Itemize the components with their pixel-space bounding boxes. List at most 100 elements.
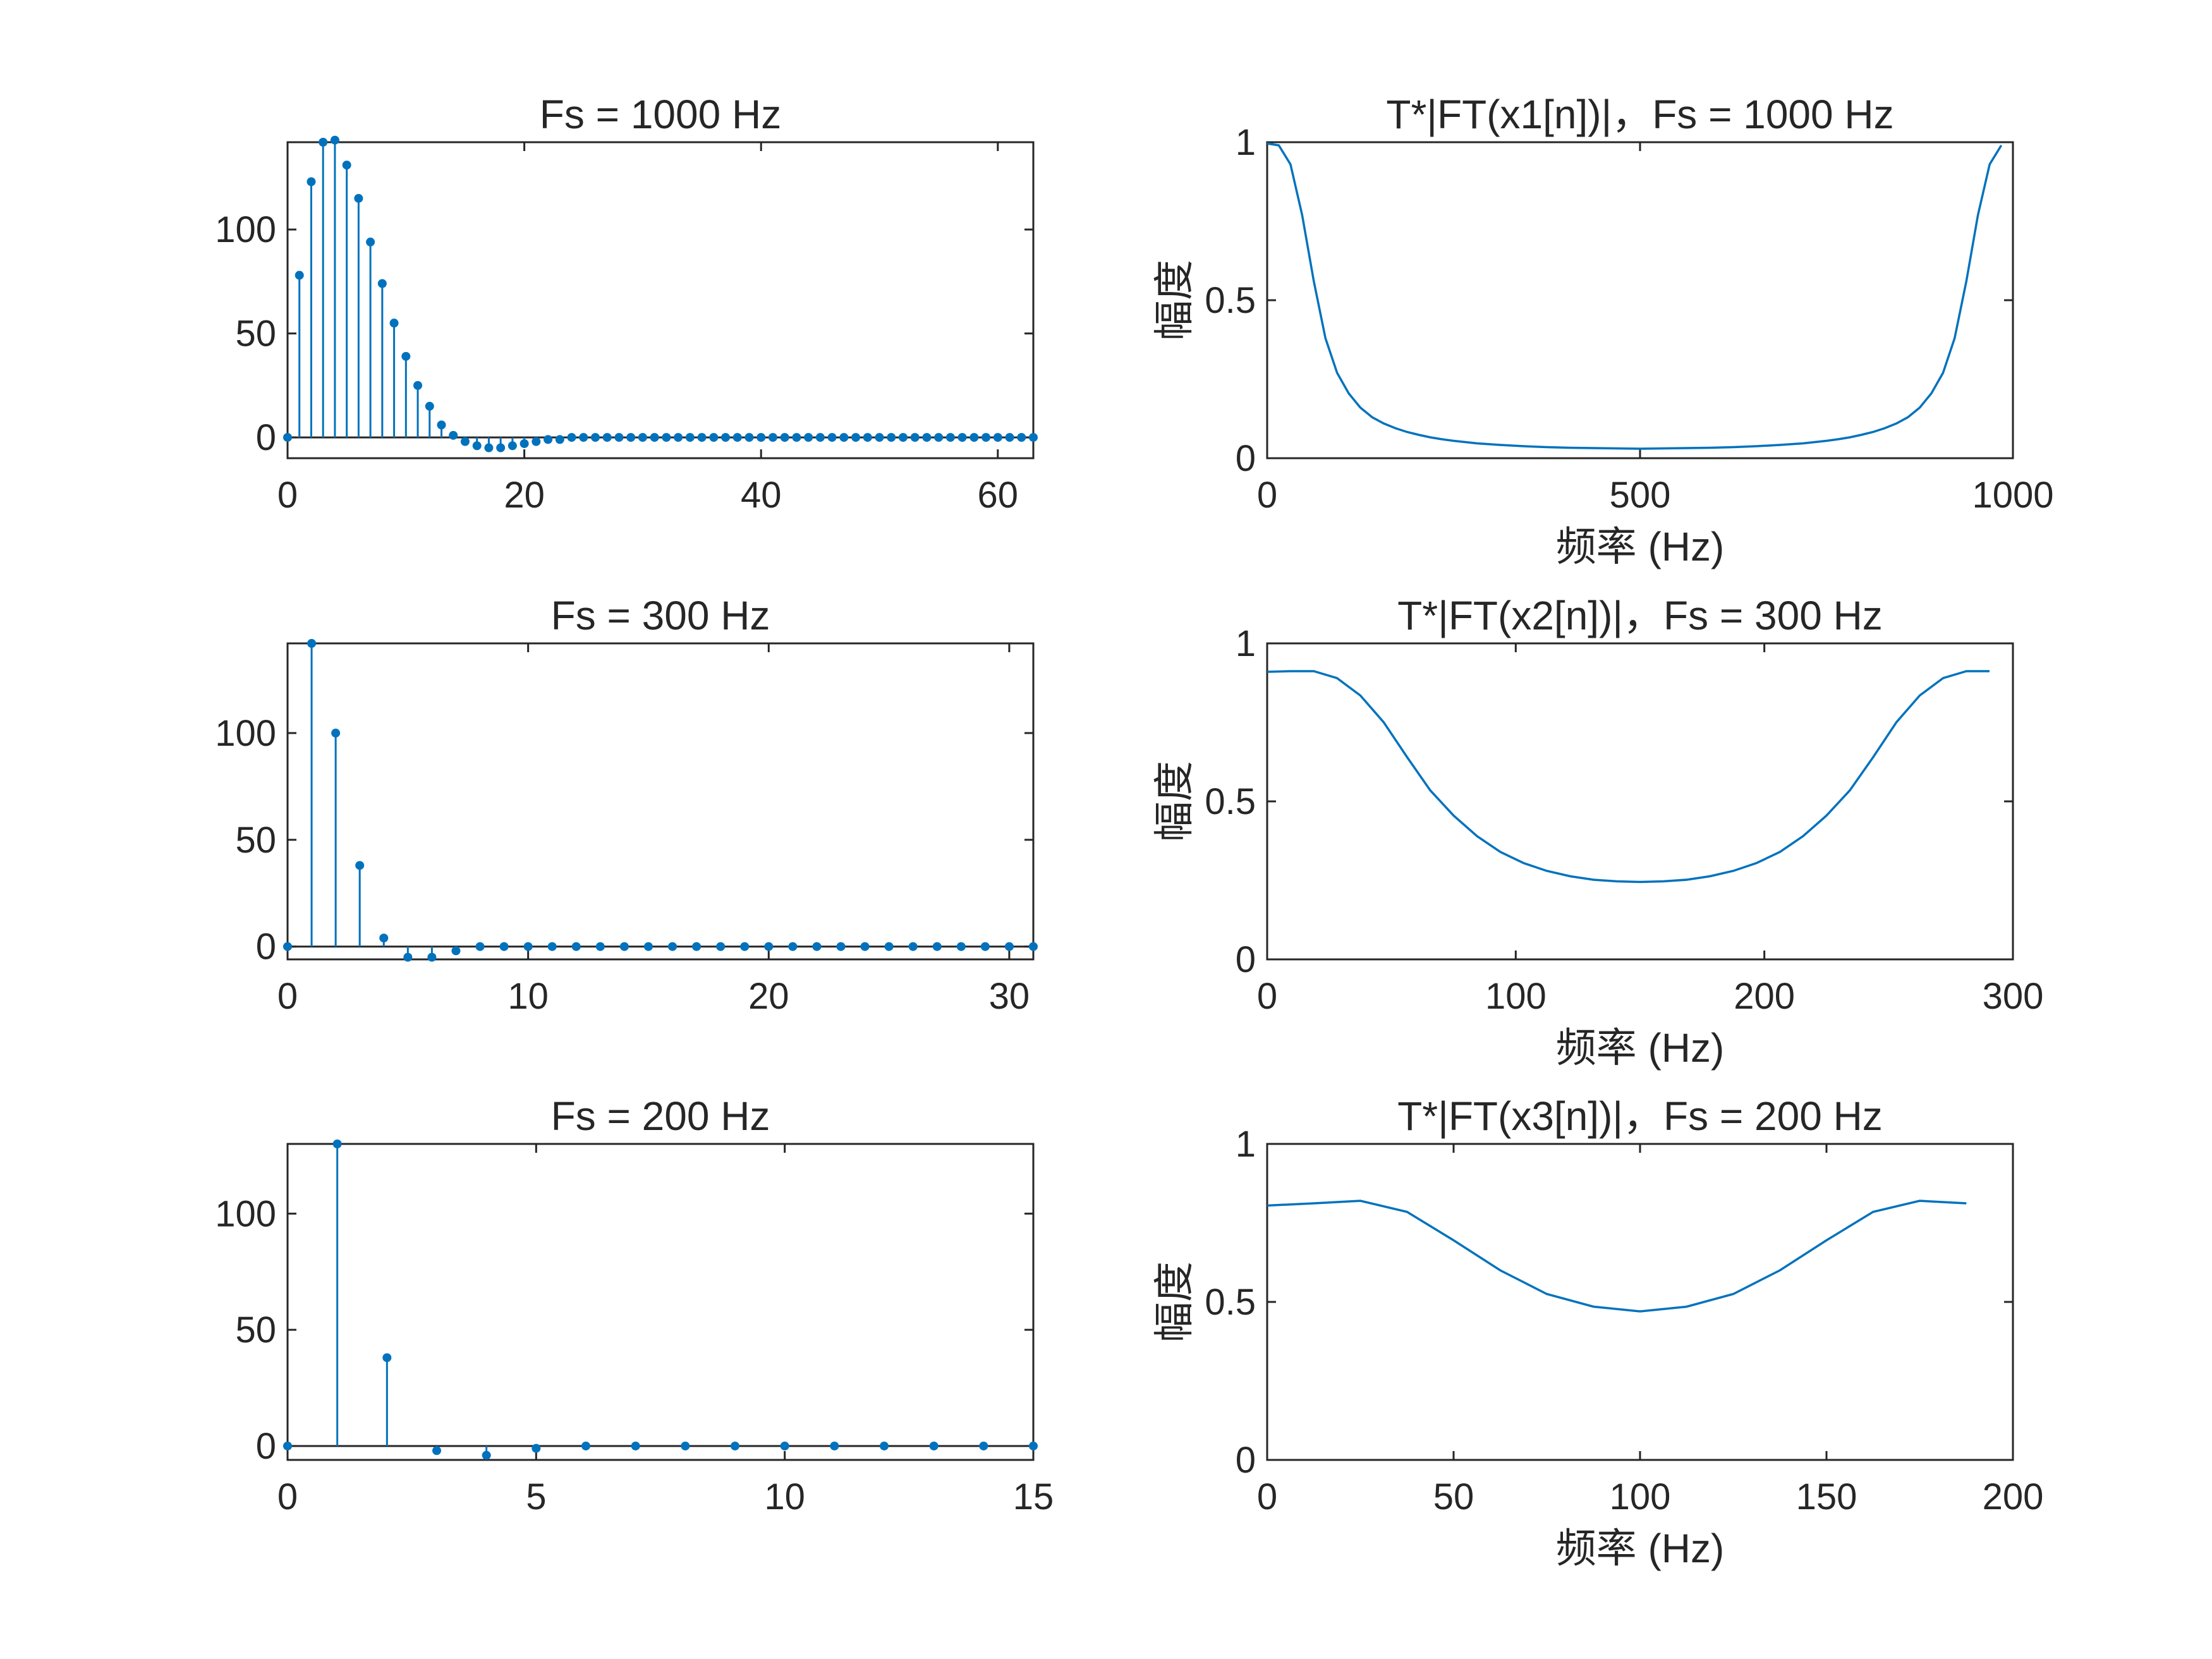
series-line bbox=[1267, 1200, 1967, 1313]
stem-marker bbox=[590, 433, 600, 442]
stem-marker bbox=[307, 177, 316, 186]
stem-marker bbox=[283, 1441, 292, 1450]
y-tick-label: 0 bbox=[256, 417, 276, 458]
stem-marker bbox=[427, 952, 437, 962]
x-tick-label: 0 bbox=[277, 475, 298, 516]
stem-marker bbox=[731, 1441, 739, 1450]
stem-marker bbox=[804, 433, 813, 442]
stem-marker bbox=[403, 952, 413, 962]
stem-marker bbox=[354, 193, 363, 203]
y-tick-label: 0.5 bbox=[1205, 1282, 1256, 1323]
axes-box bbox=[286, 642, 1035, 961]
x-tick-label: 200 bbox=[1734, 976, 1795, 1017]
stem-marker bbox=[579, 433, 588, 442]
x-tick-label: 5 bbox=[526, 1476, 546, 1517]
stem-marker bbox=[908, 942, 918, 951]
stem-marker bbox=[460, 437, 470, 446]
stem-marker bbox=[484, 443, 494, 453]
stem-marker bbox=[532, 437, 541, 446]
stem-marker bbox=[449, 430, 458, 440]
stem-marker bbox=[330, 135, 339, 145]
stem-marker bbox=[830, 1441, 839, 1450]
stem-marker bbox=[602, 433, 612, 442]
stem-marker bbox=[880, 1441, 889, 1450]
x-tick-label: 200 bbox=[1983, 1476, 2044, 1517]
stem-marker bbox=[956, 942, 966, 951]
axes-box bbox=[1266, 141, 2014, 459]
stem-marker bbox=[993, 433, 1002, 442]
x-tick-label: 500 bbox=[1610, 475, 1671, 516]
y-tick-label: 100 bbox=[215, 1193, 276, 1234]
x-tick-label: 50 bbox=[1433, 1476, 1474, 1517]
chart-title: Fs = 200 Hz bbox=[551, 1093, 770, 1139]
x-axis-label: 频率 (Hz) bbox=[1556, 524, 1725, 569]
x-tick-label: 1000 bbox=[1972, 475, 2053, 516]
stem-marker bbox=[851, 433, 861, 442]
stem-marker bbox=[764, 942, 774, 951]
stem-marker bbox=[863, 433, 872, 442]
stem-marker bbox=[626, 433, 636, 442]
stem-marker bbox=[685, 433, 695, 442]
y-tick-label: 1 bbox=[1236, 623, 1256, 664]
stem-marker bbox=[283, 433, 292, 442]
y-tick-label: 0 bbox=[256, 927, 276, 968]
y-tick-label: 0.5 bbox=[1205, 280, 1256, 321]
stem-marker bbox=[910, 433, 920, 442]
stem-marker bbox=[932, 942, 942, 951]
stem-marker bbox=[342, 161, 351, 170]
stem-marker bbox=[860, 942, 870, 951]
stem-marker bbox=[744, 433, 754, 442]
stem-marker bbox=[437, 420, 446, 430]
stem-marker bbox=[812, 942, 822, 951]
stem-marker bbox=[1029, 1441, 1038, 1450]
stem-marker bbox=[382, 1353, 392, 1363]
stem-marker bbox=[662, 433, 671, 442]
x-tick-label: 0 bbox=[277, 976, 298, 1017]
stem-marker bbox=[929, 1441, 939, 1450]
stem-marker bbox=[721, 433, 731, 442]
chart-title: Fs = 1000 Hz bbox=[540, 92, 781, 137]
stem-marker bbox=[638, 433, 647, 442]
x-axis-label: 频率 (Hz) bbox=[1556, 1025, 1725, 1071]
x-tick-label: 60 bbox=[978, 475, 1019, 516]
x-tick-label: 100 bbox=[1485, 976, 1547, 1017]
y-tick-label: 0 bbox=[1236, 939, 1256, 980]
stem-marker bbox=[413, 380, 423, 390]
x-tick-label: 100 bbox=[1610, 1476, 1671, 1517]
chart-title: T*|FT(x2[n])|，Fs = 300 Hz bbox=[1397, 593, 1883, 638]
x-tick-label: 0 bbox=[1257, 475, 1277, 516]
stem-marker bbox=[482, 1450, 491, 1460]
stem-marker bbox=[451, 946, 461, 956]
subplot-stem2: 0 10 20 30 0 50 100 Fs = 300 Hz bbox=[215, 593, 1038, 1017]
stem-marker bbox=[979, 1441, 988, 1450]
stem-marker bbox=[432, 1446, 441, 1455]
y-tick-label: 0 bbox=[1236, 438, 1256, 479]
stem-marker bbox=[283, 942, 292, 951]
stem-marker bbox=[740, 942, 750, 951]
series-line bbox=[1267, 142, 2003, 450]
stem-marker bbox=[319, 138, 328, 147]
subplot-line2: 0 100 200 300 0 0.5 1 T*|FT(x2[n])|，Fs = 300 Hz… bbox=[1152, 593, 2043, 1071]
chart-title: T*|FT(x1[n])|，Fs = 1000 Hz bbox=[1386, 92, 1893, 137]
y-tick-label: 0.5 bbox=[1205, 781, 1256, 822]
stem-marker bbox=[681, 1441, 690, 1450]
stem-marker bbox=[875, 433, 884, 442]
stem-marker bbox=[523, 942, 533, 951]
stem-marker bbox=[716, 942, 726, 951]
y-tick-label: 0 bbox=[1236, 1440, 1256, 1481]
chart-title: Fs = 300 Hz bbox=[551, 593, 770, 638]
stem-marker bbox=[709, 433, 719, 442]
stem-marker bbox=[732, 433, 742, 442]
stem-marker bbox=[379, 933, 389, 943]
stem-marker bbox=[969, 433, 979, 442]
stem-marker bbox=[792, 433, 801, 442]
stem-marker bbox=[332, 1139, 342, 1148]
y-tick-label: 50 bbox=[235, 313, 276, 355]
stem-marker bbox=[922, 433, 932, 442]
x-tick-label: 10 bbox=[764, 1476, 805, 1517]
axes-box bbox=[286, 141, 1035, 459]
y-axis-label: 幅度 bbox=[1152, 1261, 1197, 1342]
stem-marker bbox=[614, 433, 624, 442]
axes-box bbox=[1266, 642, 2014, 961]
